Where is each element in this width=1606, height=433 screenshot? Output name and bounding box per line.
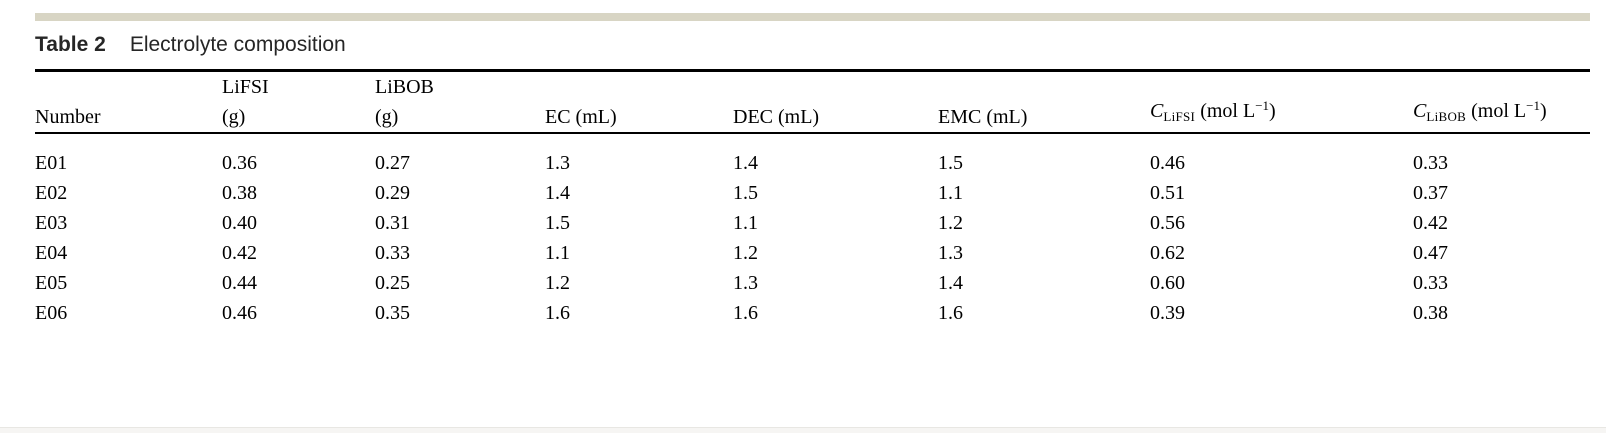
cell-ec-ml: 1.3 bbox=[545, 152, 570, 174]
header-line: LiFSI bbox=[222, 76, 269, 98]
cell-c-libob: 0.38 bbox=[1413, 302, 1448, 324]
header-line: (g) bbox=[222, 106, 246, 128]
cell-libob-g: 0.35 bbox=[375, 302, 410, 324]
cell-c-lifsi: 0.39 bbox=[1150, 302, 1185, 324]
unit-close: ) bbox=[1539, 100, 1547, 122]
concentration-subscript: LiBOB bbox=[1426, 109, 1467, 124]
table-title: Table 2 Electrolyte composition bbox=[35, 31, 346, 58]
col-header-ec-volume: EC (mL) bbox=[545, 70, 733, 134]
cell-lifsi-g: 0.40 bbox=[222, 212, 257, 234]
table-caption: Electrolyte composition bbox=[129, 33, 346, 56]
cell-number: E01 bbox=[35, 152, 68, 174]
concentration-symbol: C bbox=[1413, 100, 1427, 122]
header-line: LiBOB bbox=[375, 76, 434, 98]
col-header-c-lifsi: CLiFSI (mol L−1) bbox=[1150, 70, 1413, 134]
table-row: E03 0.40 0.31 1.5 1.1 1.2 0.56 0.42 bbox=[35, 208, 1590, 238]
table-label: Table 2 bbox=[35, 33, 106, 56]
cell-libob-g: 0.25 bbox=[375, 272, 410, 294]
bottom-page-strip bbox=[0, 427, 1606, 433]
cell-lifsi-g: 0.42 bbox=[222, 242, 257, 264]
cell-ec-ml: 1.4 bbox=[545, 182, 570, 204]
concentration-symbol: C bbox=[1150, 100, 1164, 122]
cell-number: E02 bbox=[35, 182, 68, 204]
cell-c-libob: 0.33 bbox=[1413, 272, 1448, 294]
cell-c-libob: 0.33 bbox=[1413, 152, 1448, 174]
unit-open: (mol L bbox=[1195, 100, 1256, 122]
cell-number: E03 bbox=[35, 212, 68, 234]
cell-c-libob: 0.42 bbox=[1413, 212, 1448, 234]
cell-number: E04 bbox=[35, 242, 68, 264]
unit-exponent: −1 bbox=[1526, 98, 1540, 113]
header-line: Number bbox=[35, 106, 101, 128]
header-row: Number LiFSI (g) LiBOB (g) EC (mL) DEC ( bbox=[35, 70, 1590, 134]
cell-libob-g: 0.27 bbox=[375, 152, 410, 174]
cell-c-libob: 0.37 bbox=[1413, 182, 1448, 204]
table-body: E01 0.36 0.27 1.3 1.4 1.5 0.46 0.33 E02 … bbox=[35, 133, 1590, 328]
cell-number: E06 bbox=[35, 302, 68, 324]
table-row: E06 0.46 0.35 1.6 1.6 1.6 0.39 0.38 bbox=[35, 298, 1590, 328]
cell-ec-ml: 1.6 bbox=[545, 302, 570, 324]
cell-emc-ml: 1.5 bbox=[938, 152, 963, 174]
cell-lifsi-g: 0.38 bbox=[222, 182, 257, 204]
cell-emc-ml: 1.1 bbox=[938, 182, 963, 204]
col-header-emc-volume: EMC (mL) bbox=[938, 70, 1150, 134]
col-header-lifsi-mass: LiFSI (g) bbox=[222, 70, 375, 134]
cell-ec-ml: 1.2 bbox=[545, 272, 570, 294]
cell-libob-g: 0.29 bbox=[375, 182, 410, 204]
cell-dec-ml: 1.5 bbox=[733, 182, 758, 204]
cell-emc-ml: 1.2 bbox=[938, 212, 963, 234]
cell-c-lifsi: 0.62 bbox=[1150, 242, 1185, 264]
unit-open: (mol L bbox=[1466, 100, 1527, 122]
cell-c-lifsi: 0.46 bbox=[1150, 152, 1185, 174]
col-header-libob-mass: LiBOB (g) bbox=[375, 70, 545, 134]
header-line: DEC (mL) bbox=[733, 106, 820, 128]
table-row: E04 0.42 0.33 1.1 1.2 1.3 0.62 0.47 bbox=[35, 238, 1590, 268]
cell-libob-g: 0.31 bbox=[375, 212, 410, 234]
header-line: EC (mL) bbox=[545, 106, 617, 128]
cell-c-lifsi: 0.60 bbox=[1150, 272, 1185, 294]
table-row: E01 0.36 0.27 1.3 1.4 1.5 0.46 0.33 bbox=[35, 133, 1590, 178]
table-container: Number LiFSI (g) LiBOB (g) EC (mL) DEC ( bbox=[35, 69, 1590, 328]
cell-ec-ml: 1.5 bbox=[545, 212, 570, 234]
cell-dec-ml: 1.3 bbox=[733, 272, 758, 294]
cell-c-libob: 0.47 bbox=[1413, 242, 1448, 264]
table-row: E05 0.44 0.25 1.2 1.3 1.4 0.60 0.33 bbox=[35, 268, 1590, 298]
cell-libob-g: 0.33 bbox=[375, 242, 410, 264]
cell-dec-ml: 1.1 bbox=[733, 212, 758, 234]
col-header-c-libob: CLiBOB (mol L−1) bbox=[1413, 70, 1590, 134]
col-header-dec-volume: DEC (mL) bbox=[733, 70, 938, 134]
cell-number: E05 bbox=[35, 272, 68, 294]
top-accent-bar bbox=[35, 13, 1590, 21]
cell-c-lifsi: 0.56 bbox=[1150, 212, 1185, 234]
header-line: EMC (mL) bbox=[938, 106, 1028, 128]
unit-exponent: −1 bbox=[1255, 98, 1270, 113]
cell-dec-ml: 1.2 bbox=[733, 242, 758, 264]
cell-lifsi-g: 0.46 bbox=[222, 302, 257, 324]
cell-c-lifsi: 0.51 bbox=[1150, 182, 1185, 204]
header-line: (g) bbox=[375, 106, 399, 128]
table-header: Number LiFSI (g) LiBOB (g) EC (mL) DEC ( bbox=[35, 70, 1590, 134]
cell-emc-ml: 1.4 bbox=[938, 272, 963, 294]
cell-dec-ml: 1.4 bbox=[733, 152, 758, 174]
cell-lifsi-g: 0.44 bbox=[222, 272, 257, 294]
cell-ec-ml: 1.1 bbox=[545, 242, 570, 264]
cell-lifsi-g: 0.36 bbox=[222, 152, 257, 174]
cell-emc-ml: 1.6 bbox=[938, 302, 963, 324]
header-line: CLiBOB (mol L−1) bbox=[1413, 91, 1590, 132]
col-header-number: Number bbox=[35, 70, 222, 134]
cell-dec-ml: 1.6 bbox=[733, 302, 758, 324]
cell-emc-ml: 1.3 bbox=[938, 242, 963, 264]
unit-close: ) bbox=[1269, 100, 1276, 122]
header-line: CLiFSI (mol L−1) bbox=[1150, 91, 1413, 132]
table-row: E02 0.38 0.29 1.4 1.5 1.1 0.51 0.37 bbox=[35, 178, 1590, 208]
electrolyte-table: Number LiFSI (g) LiBOB (g) EC (mL) DEC ( bbox=[35, 69, 1590, 328]
concentration-subscript: LiFSI bbox=[1163, 109, 1196, 124]
